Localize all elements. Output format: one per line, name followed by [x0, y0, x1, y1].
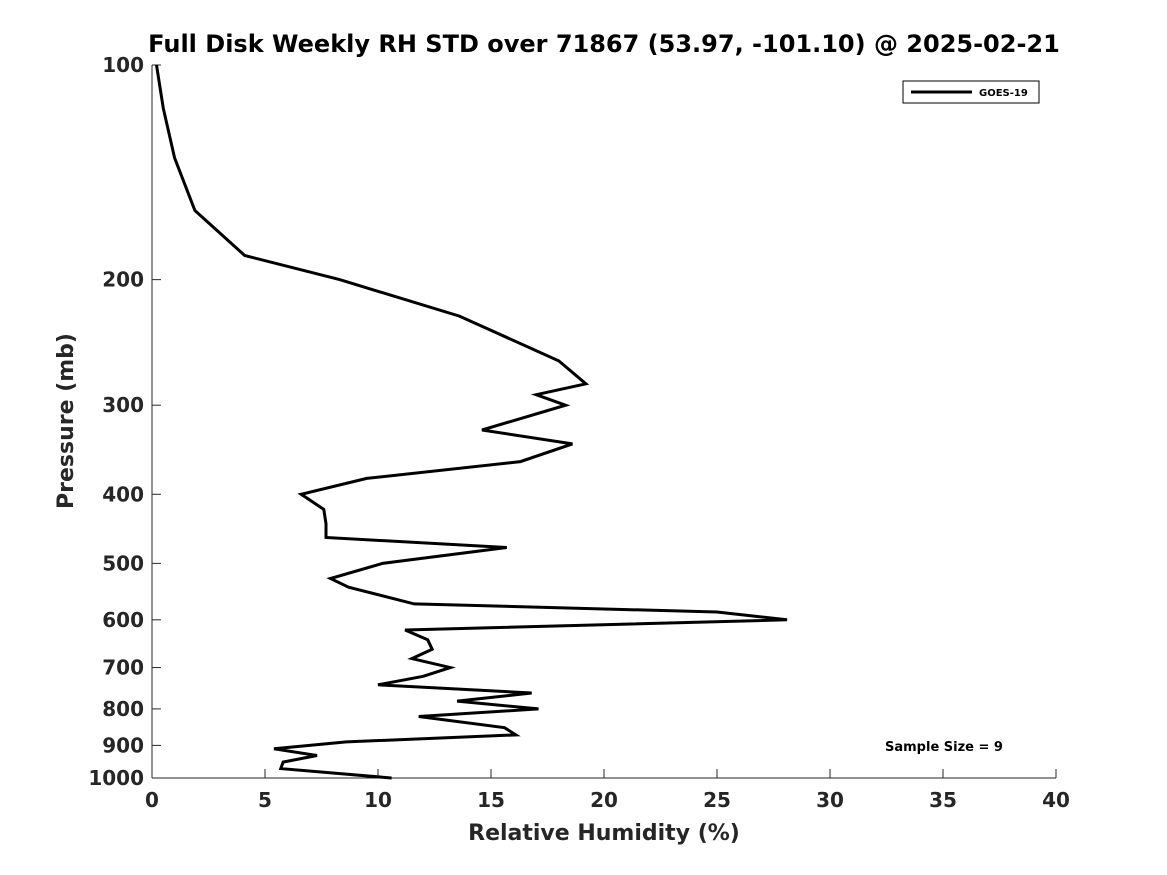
- x-tick-label: 25: [703, 788, 731, 812]
- y-tick-label: 300: [102, 393, 144, 417]
- x-tick-label: 40: [1042, 788, 1070, 812]
- y-tick-label: 800: [102, 697, 144, 721]
- x-tick-label: 10: [364, 788, 392, 812]
- series-line-goes-19: [155, 64, 788, 780]
- y-tick-label: 400: [102, 482, 144, 506]
- y-tick-label: 200: [102, 268, 144, 292]
- x-tick-label: 30: [816, 788, 844, 812]
- x-tick-label: 35: [929, 788, 957, 812]
- y-tick-label: 700: [102, 656, 144, 680]
- y-axis-label: Pressure (mb): [54, 333, 79, 509]
- y-tick-label: 600: [102, 608, 144, 632]
- sample-size-annotation: Sample Size = 9: [885, 740, 1003, 755]
- chart-title: Full Disk Weekly RH STD over 71867 (53.9…: [148, 30, 1060, 58]
- x-tick-label: 5: [258, 788, 272, 812]
- y-tick-label: 900: [102, 733, 144, 757]
- legend: GOES-19: [902, 80, 1040, 104]
- x-axis-label: Relative Humidity (%): [468, 821, 740, 846]
- x-tick-label: 20: [590, 788, 618, 812]
- x-axis-ticks: 0 5 10 15 20 25 30 35 40: [145, 769, 1070, 812]
- x-tick-label: 0: [145, 788, 159, 812]
- y-tick-label: 100: [102, 53, 144, 77]
- y-tick-label: 1000: [88, 766, 144, 790]
- legend-entry-goes-19: GOES-19: [979, 88, 1028, 99]
- y-axis-ticks: 100 200 300 400 500 600 700 800 900 1000: [88, 53, 161, 790]
- x-tick-label: 15: [477, 788, 505, 812]
- y-tick-label: 500: [102, 551, 144, 575]
